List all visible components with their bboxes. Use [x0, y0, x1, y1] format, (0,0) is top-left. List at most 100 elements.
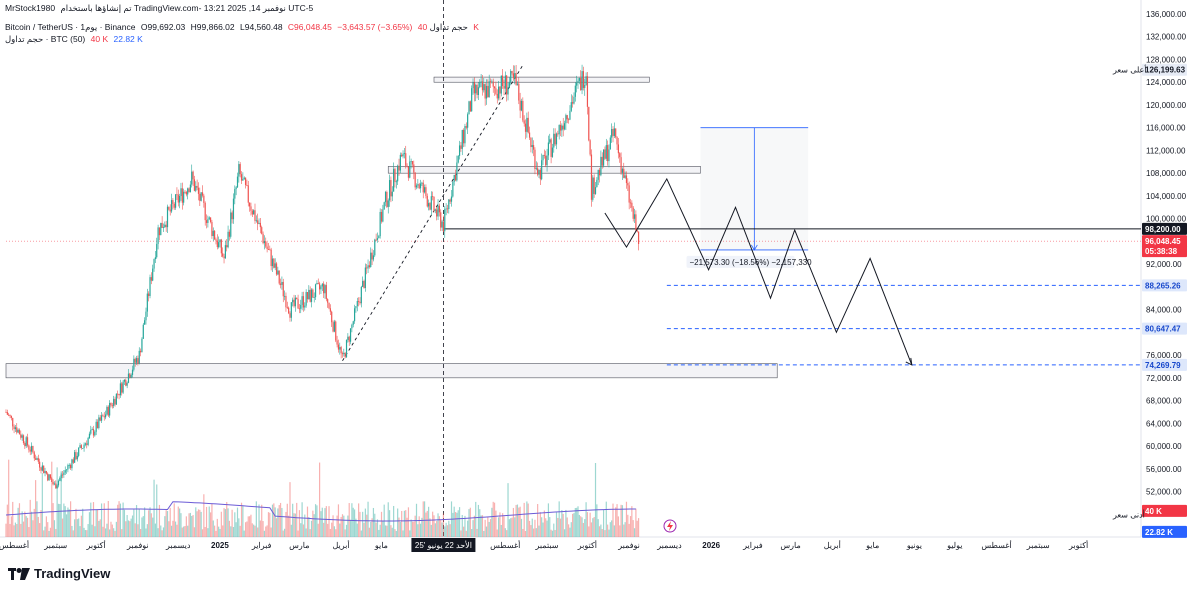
candle-body	[211, 221, 213, 237]
volume-bar	[41, 472, 43, 537]
volume-bar	[32, 520, 34, 537]
volume-bar	[523, 502, 525, 537]
volume-bar	[405, 510, 407, 537]
volume-bar	[55, 528, 57, 537]
volume-bar	[222, 525, 224, 537]
crosshair-date-text: الأحد 22 يونيو '25	[415, 540, 472, 550]
candle-body	[95, 421, 97, 432]
volume-bar	[26, 517, 29, 537]
candle-body	[589, 140, 591, 155]
volume-bar	[71, 525, 73, 537]
volume-bar	[235, 522, 237, 537]
candle-body	[121, 383, 123, 393]
candle-body	[238, 164, 240, 177]
candle-body	[254, 210, 256, 221]
ohlc-change: −3,643.57 (−3.65%)	[337, 22, 413, 32]
candle-body	[539, 169, 541, 180]
volume-bar	[286, 503, 288, 537]
candle-body	[286, 307, 288, 309]
volume-bar	[68, 509, 70, 537]
candle-body	[327, 299, 329, 303]
symbol-title[interactable]: Bitcoin / TetherUS · 1يوم · Binance	[5, 22, 136, 32]
time-tick-22: يوليو	[946, 541, 962, 550]
volume-bar	[215, 530, 217, 537]
candle-body	[498, 86, 500, 99]
candle-body	[208, 217, 210, 220]
candle-body	[57, 480, 60, 486]
candle-body	[274, 263, 276, 268]
candle-body	[406, 165, 408, 167]
candle-body	[409, 161, 411, 178]
candle-body	[235, 187, 237, 190]
volume-bar	[465, 530, 467, 537]
candle-body	[153, 259, 155, 269]
volume-bar	[539, 512, 541, 537]
time-tick-18: مارس	[780, 541, 800, 550]
volume-bar	[584, 519, 586, 537]
candle-body	[382, 209, 384, 222]
candle-body	[402, 153, 404, 157]
target-tag-1-bg	[1142, 279, 1187, 292]
volume-bar	[362, 511, 364, 537]
volume-bar	[30, 511, 33, 537]
time-tick-3: نوفمبر	[126, 541, 149, 550]
volume-bar	[240, 502, 243, 537]
volume-bar	[514, 517, 516, 537]
candle-body	[13, 426, 15, 430]
candle-body	[473, 82, 475, 94]
volume-bar	[208, 506, 210, 537]
volume-bar	[5, 523, 7, 537]
candle-body	[353, 308, 356, 322]
volume-bar	[430, 524, 432, 537]
volume-bar	[336, 515, 338, 537]
time-tick-23: أغسطس	[981, 539, 1011, 550]
candle-body	[452, 181, 454, 197]
candle-body	[246, 185, 248, 186]
candle-body	[628, 185, 630, 203]
high-price-tag-bg	[1142, 63, 1187, 76]
candle-body	[348, 336, 350, 342]
candle-body	[244, 177, 247, 186]
candle-body	[554, 133, 556, 145]
volume-bar	[161, 530, 163, 537]
volume-bar	[390, 525, 392, 537]
candle-body	[10, 416, 12, 418]
candle-body	[261, 227, 263, 234]
volume-bar	[555, 512, 558, 537]
price-tick-11: 84,000.00	[1146, 306, 1182, 315]
candle-body	[20, 434, 22, 438]
candle-body	[273, 258, 275, 268]
candle-body	[379, 211, 381, 237]
target-tag-1: 88,265.26	[1142, 279, 1187, 292]
volume-bar	[597, 519, 599, 537]
time-tick-19: أبريل	[824, 539, 841, 550]
volume-indicator-title[interactable]: حجم تداول · BTC (50)	[5, 34, 86, 44]
author-name: MrStock1980	[5, 3, 56, 13]
candle-body	[228, 231, 231, 237]
candle-body	[282, 281, 284, 297]
candle-body	[289, 313, 291, 318]
volume-bar	[102, 526, 104, 537]
volume-bar	[271, 504, 274, 537]
volume-bar	[387, 502, 389, 537]
volume-bar	[519, 506, 521, 537]
volume-bar	[67, 507, 69, 537]
volume-bar	[498, 517, 500, 537]
candle-body	[445, 208, 447, 210]
candle-body	[460, 145, 462, 149]
candle-body	[395, 181, 397, 183]
candle-body	[355, 306, 357, 309]
candle-body	[464, 126, 466, 144]
candle-body	[12, 417, 14, 427]
volume-bar	[554, 529, 556, 537]
volume-bar	[292, 503, 294, 537]
tradingview-logo[interactable]: TradingView	[8, 566, 110, 581]
volume-bar	[590, 522, 593, 537]
candle-body	[158, 227, 161, 236]
volume-bar	[231, 509, 233, 537]
candle-body	[453, 174, 455, 182]
volume-bar	[335, 529, 337, 537]
candle-body	[17, 429, 19, 433]
volume-bar	[90, 502, 92, 537]
